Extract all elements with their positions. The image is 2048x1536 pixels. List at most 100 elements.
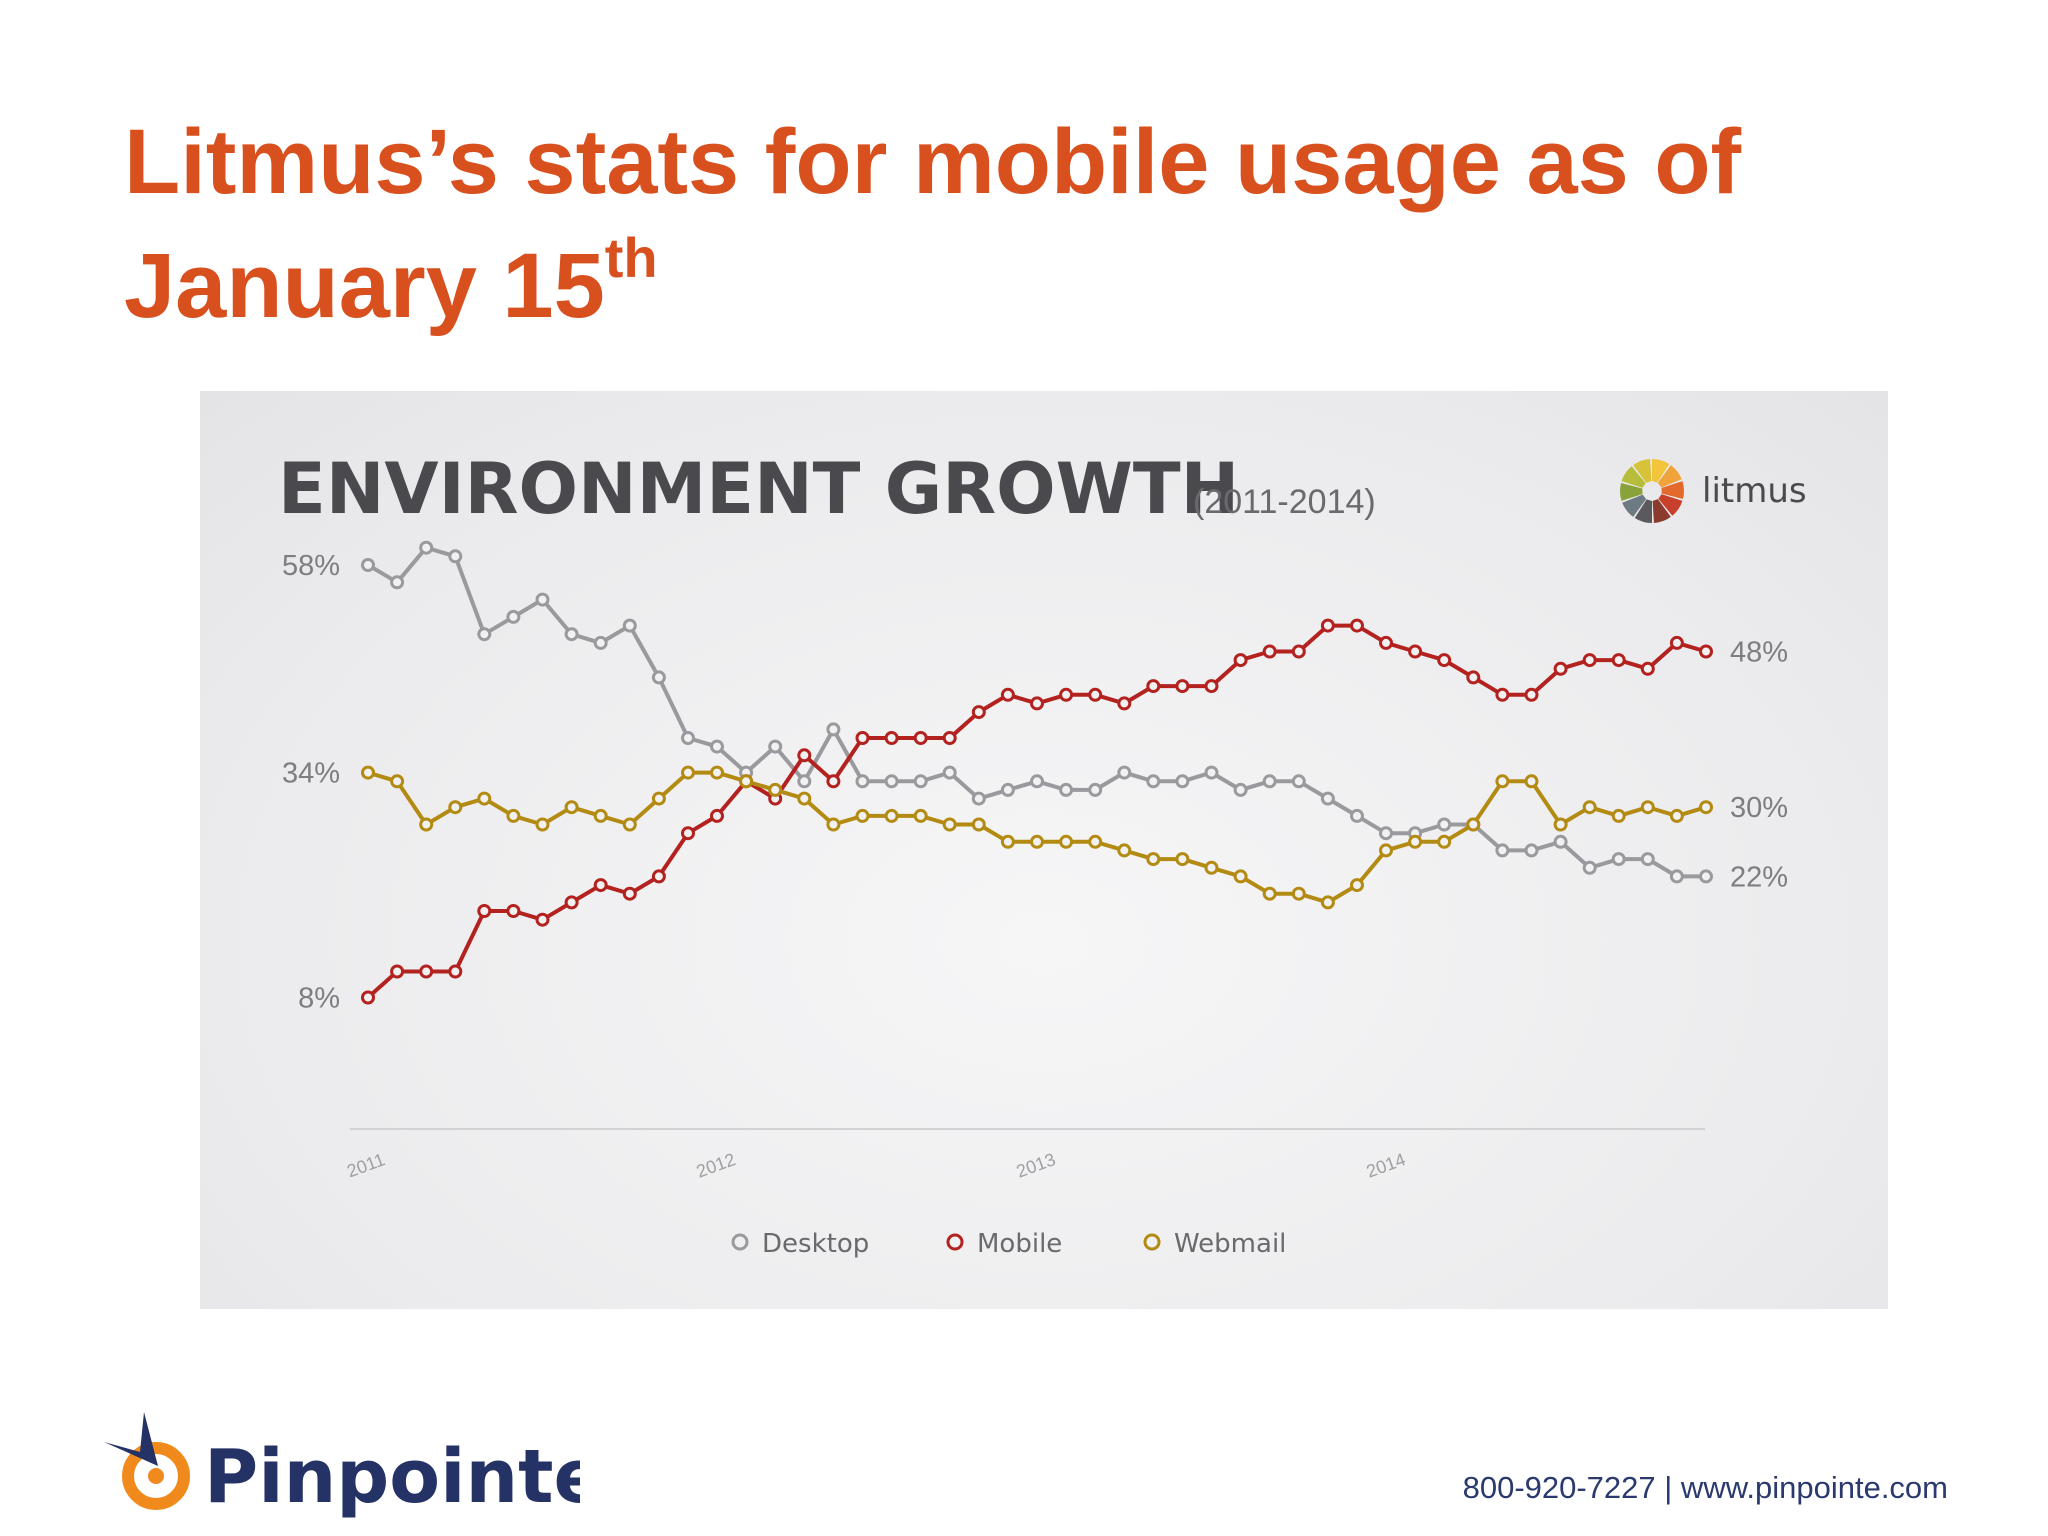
data-point-desktop xyxy=(564,627,579,642)
data-point-webmail xyxy=(1553,817,1568,832)
data-point-mobile xyxy=(1582,653,1597,668)
slide-title: Litmus’s stats for mobile usage as of Jan… xyxy=(124,100,1824,348)
data-point-mobile xyxy=(651,869,666,884)
x-tick-label: 2012 xyxy=(694,1149,738,1181)
data-point-webmail xyxy=(1117,843,1132,858)
data-point-desktop xyxy=(651,670,666,685)
litmus-petal xyxy=(1633,459,1652,483)
data-point-webmail xyxy=(1495,774,1510,789)
data-point-mobile xyxy=(1350,618,1364,633)
litmus-petal xyxy=(1657,465,1682,488)
litmus-petal xyxy=(1652,499,1671,523)
data-point-webmail xyxy=(739,774,754,789)
litmus-logo-text: litmus xyxy=(1702,471,1807,511)
data-point-mobile xyxy=(942,731,957,745)
chart-panel: ENVIRONMENT GROWTH (2011-2014) litmus 58… xyxy=(200,391,1888,1309)
data-point-desktop xyxy=(1669,869,1684,884)
data-point-webmail xyxy=(1524,774,1539,789)
end-value-labels: 22% 48% 30% xyxy=(1730,637,1788,894)
data-point-webmail xyxy=(1204,860,1219,875)
data-point-desktop xyxy=(942,765,957,780)
data-point-webmail xyxy=(971,817,986,832)
data-point-webmail xyxy=(884,808,899,823)
end-label-webmail: 30% xyxy=(1730,792,1788,824)
data-point-webmail xyxy=(1175,852,1190,867)
data-point-desktop xyxy=(1291,774,1306,789)
data-point-webmail xyxy=(448,800,463,815)
litmus-petal xyxy=(1661,481,1684,500)
data-point-desktop xyxy=(1233,782,1248,797)
litmus-logo: litmus xyxy=(1620,459,1807,523)
data-point-webmail xyxy=(681,765,695,780)
y-tick-label: 58% xyxy=(282,550,340,582)
legend-label-mobile: Mobile xyxy=(977,1229,1062,1259)
data-point-webmail xyxy=(1350,878,1364,893)
data-point-desktop xyxy=(681,731,695,745)
data-point-desktop xyxy=(1146,774,1161,789)
data-point-desktop xyxy=(390,575,405,590)
data-point-desktop xyxy=(1350,808,1364,823)
data-point-webmail xyxy=(710,765,724,780)
litmus-petal xyxy=(1621,466,1646,488)
data-point-mobile xyxy=(1640,661,1655,676)
data-point-mobile xyxy=(477,904,492,918)
data-point-mobile xyxy=(1291,644,1306,659)
data-point-webmail xyxy=(1437,834,1452,849)
data-point-webmail xyxy=(361,765,375,780)
data-point-desktop xyxy=(1262,774,1277,789)
data-point-desktop xyxy=(1437,817,1452,832)
legend-label-desktop: Desktop xyxy=(762,1229,869,1259)
data-point-mobile xyxy=(913,731,928,745)
data-point-mobile xyxy=(1030,696,1044,711)
data-point-mobile xyxy=(1175,679,1190,694)
data-point-desktop xyxy=(1495,843,1510,858)
title-line-2: January 15 xyxy=(124,235,605,337)
data-point-webmail xyxy=(768,782,783,797)
data-point-webmail xyxy=(390,774,405,789)
data-point-mobile xyxy=(855,731,870,745)
data-point-webmail xyxy=(1088,834,1103,849)
title-line-1: Litmus’s stats for mobile usage as of xyxy=(124,111,1742,213)
data-point-desktop xyxy=(1553,834,1568,849)
litmus-petal xyxy=(1652,459,1670,483)
data-point-webmail xyxy=(1379,843,1393,858)
data-point-mobile xyxy=(1553,661,1568,676)
data-point-webmail xyxy=(506,808,521,823)
litmus-petal xyxy=(1658,494,1683,516)
data-point-desktop xyxy=(826,722,841,737)
data-point-webmail xyxy=(1669,808,1684,823)
data-point-desktop xyxy=(1582,860,1597,875)
data-point-desktop xyxy=(1640,852,1655,867)
data-point-desktop xyxy=(913,774,928,789)
chart-title: ENVIRONMENT GROWTH xyxy=(278,448,1239,530)
data-point-desktop xyxy=(855,774,870,789)
contact-info[interactable]: 800-920-7227 | www.pinpointe.com xyxy=(1462,1470,1948,1505)
data-point-desktop xyxy=(710,739,724,754)
data-point-webmail xyxy=(1640,800,1655,815)
data-point-mobile xyxy=(971,705,986,720)
y-axis-labels: 58% 34% 8% xyxy=(282,550,340,1015)
data-point-mobile xyxy=(797,748,812,763)
data-point-mobile xyxy=(1262,644,1277,659)
data-point-desktop xyxy=(1611,852,1626,867)
data-point-webmail xyxy=(826,817,841,832)
data-point-mobile xyxy=(448,964,463,979)
legend-marker-webmail xyxy=(1143,1233,1161,1251)
data-point-desktop xyxy=(1088,782,1103,797)
data-point-webmail xyxy=(564,800,579,815)
data-point-mobile xyxy=(1000,687,1015,702)
data-point-desktop xyxy=(535,592,550,607)
data-point-mobile xyxy=(506,904,521,918)
data-point-desktop xyxy=(477,627,492,642)
data-point-webmail xyxy=(1582,800,1597,815)
data-point-webmail xyxy=(1233,869,1248,884)
data-point-webmail xyxy=(1291,886,1306,901)
data-point-desktop xyxy=(419,540,434,555)
legend-marker-desktop xyxy=(731,1233,749,1251)
data-point-mobile xyxy=(361,990,375,1005)
data-point-mobile xyxy=(593,878,608,893)
data-point-webmail xyxy=(1699,800,1713,815)
pinpointe-logo: Pinpointe xyxy=(100,1410,604,1520)
data-point-webmail xyxy=(1000,834,1015,849)
data-point-webmail xyxy=(1059,834,1074,849)
